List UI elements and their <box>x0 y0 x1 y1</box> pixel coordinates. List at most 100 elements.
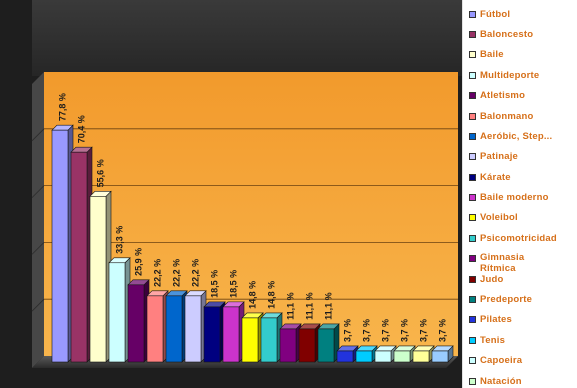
legend-item-voleibol: Voleibol <box>469 212 518 223</box>
legend-label: Patinaje <box>480 151 519 163</box>
bar-13 <box>279 323 302 363</box>
bar-front-face <box>412 350 430 363</box>
legend-label: Baile moderno <box>480 192 549 203</box>
gridline-left-wall <box>31 242 45 255</box>
bar-front-face <box>165 295 183 363</box>
bar-front-face <box>241 317 259 363</box>
bar-19 <box>393 345 416 363</box>
legend-swatch <box>469 214 476 222</box>
bar-front-face <box>298 328 316 363</box>
legend-label: Judo <box>480 273 504 285</box>
bar-17 <box>355 345 378 363</box>
legend-item-capoeira: Capoeira <box>469 355 522 366</box>
bar-front-face <box>222 306 240 363</box>
bar-front-face <box>393 350 411 363</box>
legend-swatch <box>469 71 476 79</box>
bar-16 <box>336 345 359 363</box>
value-label-13: 11,1 % <box>286 292 296 320</box>
bar-front-face <box>89 196 107 363</box>
value-label-4: 33,3 % <box>115 226 125 254</box>
legend-item-aerobic-step: Aeróbic, Step... <box>469 131 552 142</box>
bar-2 <box>70 146 93 363</box>
gridline-left-wall <box>31 185 45 198</box>
bar-15 <box>317 323 340 363</box>
legend-swatch <box>469 255 476 263</box>
value-label-19: 3,7 % <box>400 319 410 342</box>
legend-item-atletismo: Atletismo <box>469 90 525 101</box>
bar-12 <box>260 312 283 363</box>
legend-label: Aeróbic, Step... <box>480 130 553 142</box>
legend-label: Natación <box>480 375 522 387</box>
value-label-18: 3,7 % <box>381 319 391 342</box>
value-label-14: 11,1 % <box>305 292 315 320</box>
legend-item-gimnasia-ritmica: Gimnasia Rítmica <box>469 252 540 274</box>
bar-4 <box>108 257 131 363</box>
bar-front-face <box>108 262 126 363</box>
bar-3 <box>89 190 112 363</box>
bar-front-face <box>184 295 202 363</box>
bars <box>51 124 454 363</box>
value-label-8: 22,2 % <box>191 259 201 287</box>
legend-swatch <box>469 51 476 59</box>
legend: Fútbol Baloncesto Baile Multideporte Atl… <box>462 0 577 388</box>
legend-swatch <box>469 275 476 283</box>
legend-label: Voleibol <box>480 212 518 224</box>
bar-1 <box>51 124 74 363</box>
bar-front-face <box>51 129 69 363</box>
bar-front-face <box>317 328 335 363</box>
legend-item-natacion: Natación <box>469 376 522 387</box>
bar-front-face <box>70 151 88 363</box>
gridline-left-wall <box>31 128 45 142</box>
bar-6 <box>146 290 169 363</box>
value-label-16: 3,7 % <box>343 319 353 342</box>
value-label-17: 3,7 % <box>362 319 372 342</box>
legend-label: Atletismo <box>480 90 526 102</box>
bar-7 <box>165 290 188 363</box>
legend-label: Pilates <box>480 314 513 326</box>
legend-swatch <box>469 336 476 344</box>
bar-front-face <box>431 350 449 363</box>
legend-label: Balonmano <box>480 110 534 122</box>
bar-front-face <box>260 317 278 363</box>
legend-label: Gimnasia Rítmica <box>480 252 525 274</box>
bar-front-face <box>146 295 164 363</box>
bar-8 <box>184 290 207 363</box>
legend-item-predeporte: Predeporte <box>469 294 532 305</box>
legend-label: Baile <box>480 49 504 61</box>
legend-item-baile-moderno: Baile moderno <box>469 192 549 203</box>
legend-swatch <box>469 296 476 303</box>
legend-swatch <box>469 112 476 120</box>
bar-front-face <box>336 350 354 363</box>
legend-item-baile: Baile <box>469 49 504 60</box>
legend-swatch <box>469 316 476 324</box>
legend-swatch <box>469 153 476 161</box>
legend-item-judo: Judo <box>469 274 504 285</box>
legend-swatch <box>469 92 476 100</box>
legend-swatch <box>469 357 476 365</box>
value-label-5: 25,9 % <box>134 248 144 276</box>
value-label-1: 77,8 % <box>58 93 68 121</box>
value-label-12: 14,8 % <box>267 281 277 309</box>
bar-front-face <box>127 284 145 363</box>
legend-label: Psicomotricidad <box>480 232 557 244</box>
bar-5 <box>127 279 150 363</box>
value-label-11: 14,8 % <box>248 281 258 309</box>
value-label-9: 18,5 % <box>210 270 220 298</box>
bar-21 <box>431 345 454 363</box>
legend-swatch <box>469 10 476 18</box>
value-labels: 77,8 % 70,4 % 55,6 % 33,3 % 25,9 % 22,2 % 22,2… <box>58 93 448 342</box>
bar-front-face <box>355 350 373 363</box>
legend-item-tenis: Tenis <box>469 335 505 346</box>
legend-item-futbol: Fútbol <box>469 9 510 20</box>
left-wall <box>32 72 44 368</box>
legend-label: Tenis <box>480 334 506 346</box>
legend-swatch <box>469 377 476 385</box>
legend-item-pilates: Pilates <box>469 314 512 325</box>
legend-swatch <box>469 30 476 38</box>
value-label-21: 3,7 % <box>438 319 448 342</box>
legend-label: Predeporte <box>480 294 533 305</box>
legend-label: Baloncesto <box>480 28 534 40</box>
gridline-left-wall <box>31 298 45 312</box>
legend-label: Fútbol <box>480 8 511 20</box>
legend-item-psicomotricidad: Psicomotricidad <box>469 233 557 244</box>
